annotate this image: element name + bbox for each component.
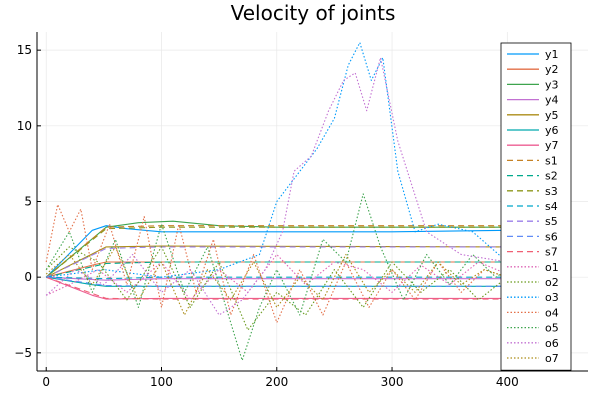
x-tick-label: 100 — [150, 375, 173, 389]
legend-label-o5: o5 — [545, 322, 559, 335]
series-line-o4 — [45, 203, 508, 324]
legend-label-y6: y6 — [545, 124, 559, 137]
series-line-s3 — [45, 226, 508, 278]
series-line-y7 — [45, 276, 508, 300]
legend: y1 y2 y3 y4 y5 y6 y7 s1 s2 s3 s4 s5 s6 s7 o1 o2 o3 o4 o5 o6… — [500, 42, 572, 371]
legend-label-s6: s6 — [545, 230, 558, 243]
series-line-o3 — [46, 42, 508, 278]
series-line-s2 — [46, 261, 508, 278]
y-tick-label: 10 — [17, 119, 32, 133]
legend-label-o1: o1 — [545, 261, 559, 274]
y-tick-label: 5 — [24, 195, 32, 209]
legend-label-y1: y1 — [545, 48, 559, 61]
x-tick-label: 300 — [381, 375, 404, 389]
x-tick-label: 200 — [265, 375, 288, 389]
legend-label-s4: s4 — [545, 200, 558, 213]
legend-label-s5: s5 — [545, 215, 558, 228]
axes: 0 100 200 300 400 −5 0 5 10 15 — [14, 32, 588, 389]
y-tick-label: 15 — [17, 43, 32, 57]
legend-label-o4: o4 — [545, 306, 559, 319]
series-line-y1 — [45, 225, 508, 278]
series-line-s1 — [45, 225, 508, 278]
legend-label-o7: o7 — [545, 352, 559, 365]
series-line-s7 — [46, 276, 508, 300]
series-line-y3 — [45, 220, 508, 278]
series-line-s5 — [45, 246, 508, 278]
legend-label-o6: o6 — [545, 337, 559, 350]
series-line-s6 — [46, 276, 508, 287]
series-line-s4 — [46, 276, 508, 280]
legend-label-y5: y5 — [545, 109, 559, 122]
legend-label-s7: s7 — [545, 246, 558, 259]
chart-title: Velocity of joints — [231, 1, 396, 25]
x-tick-label: 400 — [496, 375, 519, 389]
series-line-o5 — [45, 193, 508, 361]
x-tick-label: 0 — [42, 375, 50, 389]
legend-label-y7: y7 — [545, 139, 559, 152]
plot-area — [45, 42, 508, 361]
legend-label-s1: s1 — [545, 154, 558, 167]
legend-label-y3: y3 — [545, 78, 559, 91]
legend-label-y2: y2 — [545, 63, 559, 76]
series-line-y4 — [46, 276, 508, 281]
legend-label-s2: s2 — [545, 170, 558, 183]
legend-label-y4: y4 — [545, 94, 559, 107]
legend-label-s3: s3 — [545, 185, 558, 198]
y-tick-label: 0 — [24, 270, 32, 284]
legend-label-o2: o2 — [545, 276, 559, 289]
y-tick-label: −5 — [14, 346, 32, 360]
series-line-o6 — [45, 57, 508, 316]
legend-label-o3: o3 — [545, 291, 559, 304]
